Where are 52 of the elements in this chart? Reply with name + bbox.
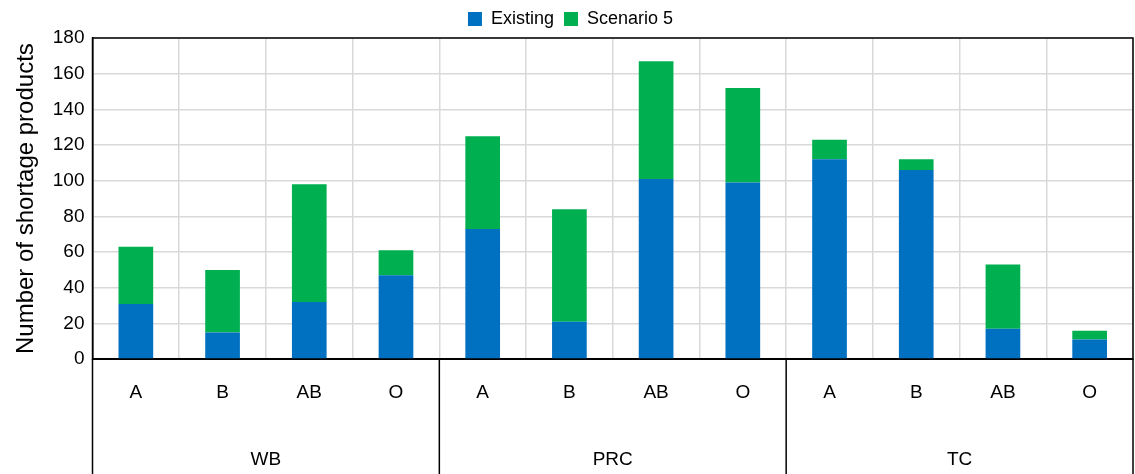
bar <box>985 264 1021 329</box>
x-tick-label: B <box>216 380 229 402</box>
x-tick-label: O <box>1082 380 1098 402</box>
x-tick-label: B <box>909 380 923 402</box>
y-tick-label: 180 <box>52 26 85 48</box>
bar <box>378 250 414 276</box>
bar <box>552 209 587 322</box>
x-tick-label: A <box>823 380 837 402</box>
y-tick-label: 120 <box>52 133 85 155</box>
bar <box>118 303 154 359</box>
y-tick-label: 160 <box>52 61 85 83</box>
bar <box>291 302 327 359</box>
y-tick-label: 60 <box>63 240 85 262</box>
x-tick-label: O <box>735 380 751 402</box>
text: WB <box>250 448 282 470</box>
x-tick-label: AB <box>296 380 322 402</box>
bar <box>725 87 761 183</box>
bar <box>552 321 587 359</box>
bar <box>205 269 240 333</box>
y-tick-label: 40 <box>63 276 85 298</box>
bar <box>812 139 847 160</box>
bar <box>638 61 674 179</box>
bar <box>1072 339 1107 359</box>
x-tick-label: A <box>476 380 490 402</box>
y-tick-label: 80 <box>63 204 85 226</box>
bar <box>898 170 934 359</box>
y-tick-label: 20 <box>63 311 85 333</box>
x-tick-label: O <box>388 380 404 402</box>
bar <box>465 136 501 229</box>
text: PRC <box>592 448 633 470</box>
x-tick-label: AB <box>643 380 669 402</box>
y-tick-label: 100 <box>52 168 85 190</box>
x-tick-label: B <box>563 380 576 402</box>
y-tick-label: 140 <box>52 97 85 119</box>
x-tick-label: AB <box>990 380 1016 402</box>
bar <box>638 178 674 359</box>
bar <box>465 228 501 359</box>
bar <box>725 182 761 359</box>
bar <box>205 332 240 359</box>
bar <box>118 246 154 304</box>
text: TC <box>946 448 973 470</box>
x-tick-label: A <box>129 380 143 402</box>
bar <box>985 328 1021 359</box>
legend-label: Existing <box>490 7 554 28</box>
bar <box>291 184 327 303</box>
y-axis-title: Number of shortage products <box>11 43 39 355</box>
bar <box>812 159 847 359</box>
legend-label: Scenario 5 <box>586 7 674 28</box>
bar <box>898 159 934 171</box>
bar <box>1072 330 1107 340</box>
bar <box>378 275 414 359</box>
y-tick-label: 0 <box>73 347 85 369</box>
